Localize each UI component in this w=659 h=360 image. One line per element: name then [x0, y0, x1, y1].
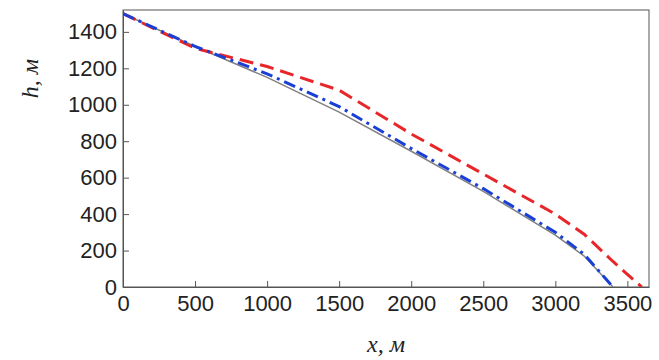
x-tick-label: 0 — [117, 291, 129, 316]
x-tick-label: 500 — [177, 291, 214, 316]
series-line — [123, 14, 642, 287]
y-tick: 200 — [80, 238, 129, 263]
y-tick-label: 1400 — [68, 19, 117, 44]
series-line — [123, 14, 613, 287]
x-tick-label: 3500 — [603, 291, 652, 316]
x-tick: 1500 — [315, 281, 364, 316]
x-tick: 1000 — [243, 281, 292, 316]
y-tick-mark — [123, 251, 129, 252]
y-tick-label: 800 — [80, 129, 117, 154]
plot-frame — [123, 10, 649, 287]
lines — [123, 14, 642, 287]
y-tick-mark — [123, 105, 129, 106]
y-tick-label: 1000 — [68, 92, 117, 117]
y-tick: 600 — [80, 165, 129, 190]
x-tick-label: 1500 — [315, 291, 364, 316]
x-tick-label: 1000 — [243, 291, 292, 316]
plot: 0 500 1000 1500 2000 2500 3000 3500 0 200 400 600 80… — [68, 10, 652, 316]
y-tick-label: 400 — [80, 202, 117, 227]
y-tick: 1400 — [68, 19, 129, 44]
y-tick-mark — [123, 141, 129, 142]
y-tick: 400 — [80, 202, 129, 227]
x-tick-mark — [411, 281, 412, 287]
y-axis-line — [123, 11, 124, 288]
y-tick-mark — [123, 68, 129, 69]
y-tick-mark — [123, 178, 129, 179]
y-tick-label: 0 — [105, 275, 117, 300]
x-tick: 3500 — [603, 281, 652, 316]
y-axis-title: h, м — [17, 59, 43, 98]
y-tick-label: 600 — [80, 165, 117, 190]
y-tick: 0 — [105, 275, 129, 300]
y-tick-label: 200 — [80, 238, 117, 263]
y-tick: 1000 — [68, 92, 129, 117]
y-tick: 1200 — [68, 56, 129, 81]
chart: 0 500 1000 1500 2000 2500 3000 3500 0 200 400 600 80… — [0, 0, 659, 360]
x-tick-mark — [483, 281, 484, 287]
y-axis: 0 200 400 600 800 1000 1200 1400 — [68, 11, 129, 300]
y-tick: 800 — [80, 129, 129, 154]
x-tick: 3000 — [531, 281, 580, 316]
x-tick: 2500 — [459, 281, 508, 316]
x-tick-label: 3000 — [531, 291, 580, 316]
x-tick: 2000 — [387, 281, 436, 316]
x-axis: 0 500 1000 1500 2000 2500 3000 3500 — [117, 281, 652, 316]
x-tick-mark — [339, 281, 340, 287]
x-tick-label: 2000 — [387, 291, 436, 316]
y-tick-mark — [123, 32, 129, 33]
x-tick-mark — [267, 281, 268, 287]
x-axis-line — [124, 287, 650, 288]
y-tick-label: 1200 — [68, 56, 117, 81]
x-tick-mark — [195, 281, 196, 287]
x-axis-title: x, м — [366, 331, 405, 357]
x-tick-label: 2500 — [459, 291, 508, 316]
x-tick-mark — [627, 281, 628, 287]
x-tick: 500 — [177, 281, 214, 316]
x-tick-mark — [555, 281, 556, 287]
series-line — [123, 14, 613, 287]
y-tick-mark — [123, 214, 129, 215]
y-tick-mark — [123, 287, 129, 288]
